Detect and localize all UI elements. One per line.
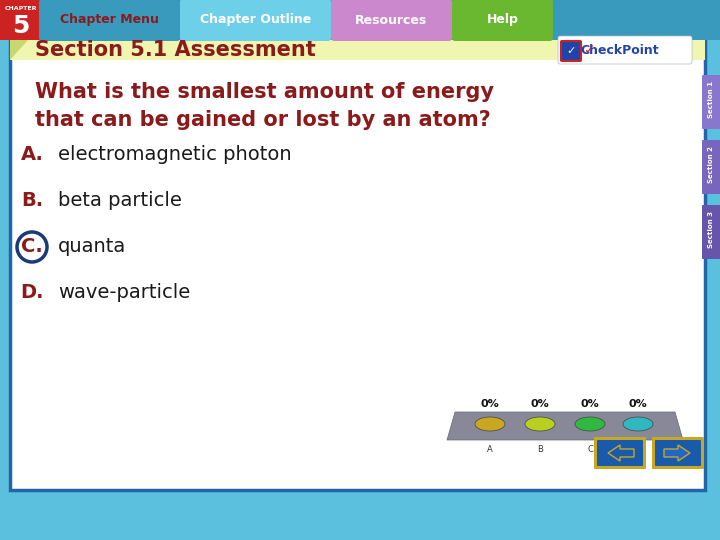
FancyBboxPatch shape xyxy=(702,75,720,129)
Text: C.: C. xyxy=(21,238,43,256)
Text: ✓: ✓ xyxy=(584,43,595,57)
FancyBboxPatch shape xyxy=(180,0,331,41)
Text: Section 5.1 Assessment: Section 5.1 Assessment xyxy=(35,40,316,60)
FancyBboxPatch shape xyxy=(331,0,452,41)
Text: 5: 5 xyxy=(12,14,30,38)
Text: Help: Help xyxy=(487,14,518,26)
Text: 0%: 0% xyxy=(629,399,647,409)
Ellipse shape xyxy=(475,417,505,431)
Polygon shape xyxy=(608,445,634,461)
Bar xyxy=(0,0,720,40)
Text: Chapter Menu: Chapter Menu xyxy=(60,14,159,26)
FancyBboxPatch shape xyxy=(655,440,701,466)
Polygon shape xyxy=(10,40,28,60)
Bar xyxy=(10,40,705,60)
Ellipse shape xyxy=(623,417,653,431)
Text: A.: A. xyxy=(21,145,43,165)
FancyBboxPatch shape xyxy=(452,0,553,41)
Text: B: B xyxy=(537,446,543,455)
FancyBboxPatch shape xyxy=(597,440,643,466)
Polygon shape xyxy=(447,412,683,440)
FancyBboxPatch shape xyxy=(561,41,581,61)
Text: 0%: 0% xyxy=(531,399,549,409)
Text: Section 1: Section 1 xyxy=(708,82,714,118)
Text: 0%: 0% xyxy=(481,399,500,409)
Text: CheckPoint: CheckPoint xyxy=(581,44,660,57)
Text: ✓: ✓ xyxy=(567,46,576,56)
Text: beta particle: beta particle xyxy=(58,191,182,210)
Text: A: A xyxy=(487,446,493,455)
Text: D: D xyxy=(635,446,642,455)
Text: electromagnetic photon: electromagnetic photon xyxy=(58,145,292,165)
FancyBboxPatch shape xyxy=(702,140,720,194)
Text: Chapter Outline: Chapter Outline xyxy=(200,14,311,26)
Text: Section 2: Section 2 xyxy=(708,146,714,184)
Text: Section 3: Section 3 xyxy=(708,212,714,248)
Text: 0%: 0% xyxy=(580,399,599,409)
Text: wave-particle: wave-particle xyxy=(58,282,190,301)
Text: Resources: Resources xyxy=(356,14,428,26)
Text: CHAPTER: CHAPTER xyxy=(5,5,37,10)
FancyBboxPatch shape xyxy=(558,36,692,64)
Ellipse shape xyxy=(575,417,605,431)
FancyBboxPatch shape xyxy=(594,437,646,469)
FancyBboxPatch shape xyxy=(652,437,704,469)
Text: D.: D. xyxy=(20,282,44,301)
Bar xyxy=(0,0,42,40)
FancyBboxPatch shape xyxy=(702,205,720,259)
Text: What is the smallest amount of energy
that can be gained or lost by an atom?: What is the smallest amount of energy th… xyxy=(35,82,494,130)
Ellipse shape xyxy=(525,417,555,431)
FancyBboxPatch shape xyxy=(39,0,180,41)
Text: B.: B. xyxy=(21,191,43,210)
Polygon shape xyxy=(664,445,690,461)
Text: quanta: quanta xyxy=(58,238,126,256)
Bar xyxy=(10,40,705,490)
Text: C: C xyxy=(587,446,593,455)
